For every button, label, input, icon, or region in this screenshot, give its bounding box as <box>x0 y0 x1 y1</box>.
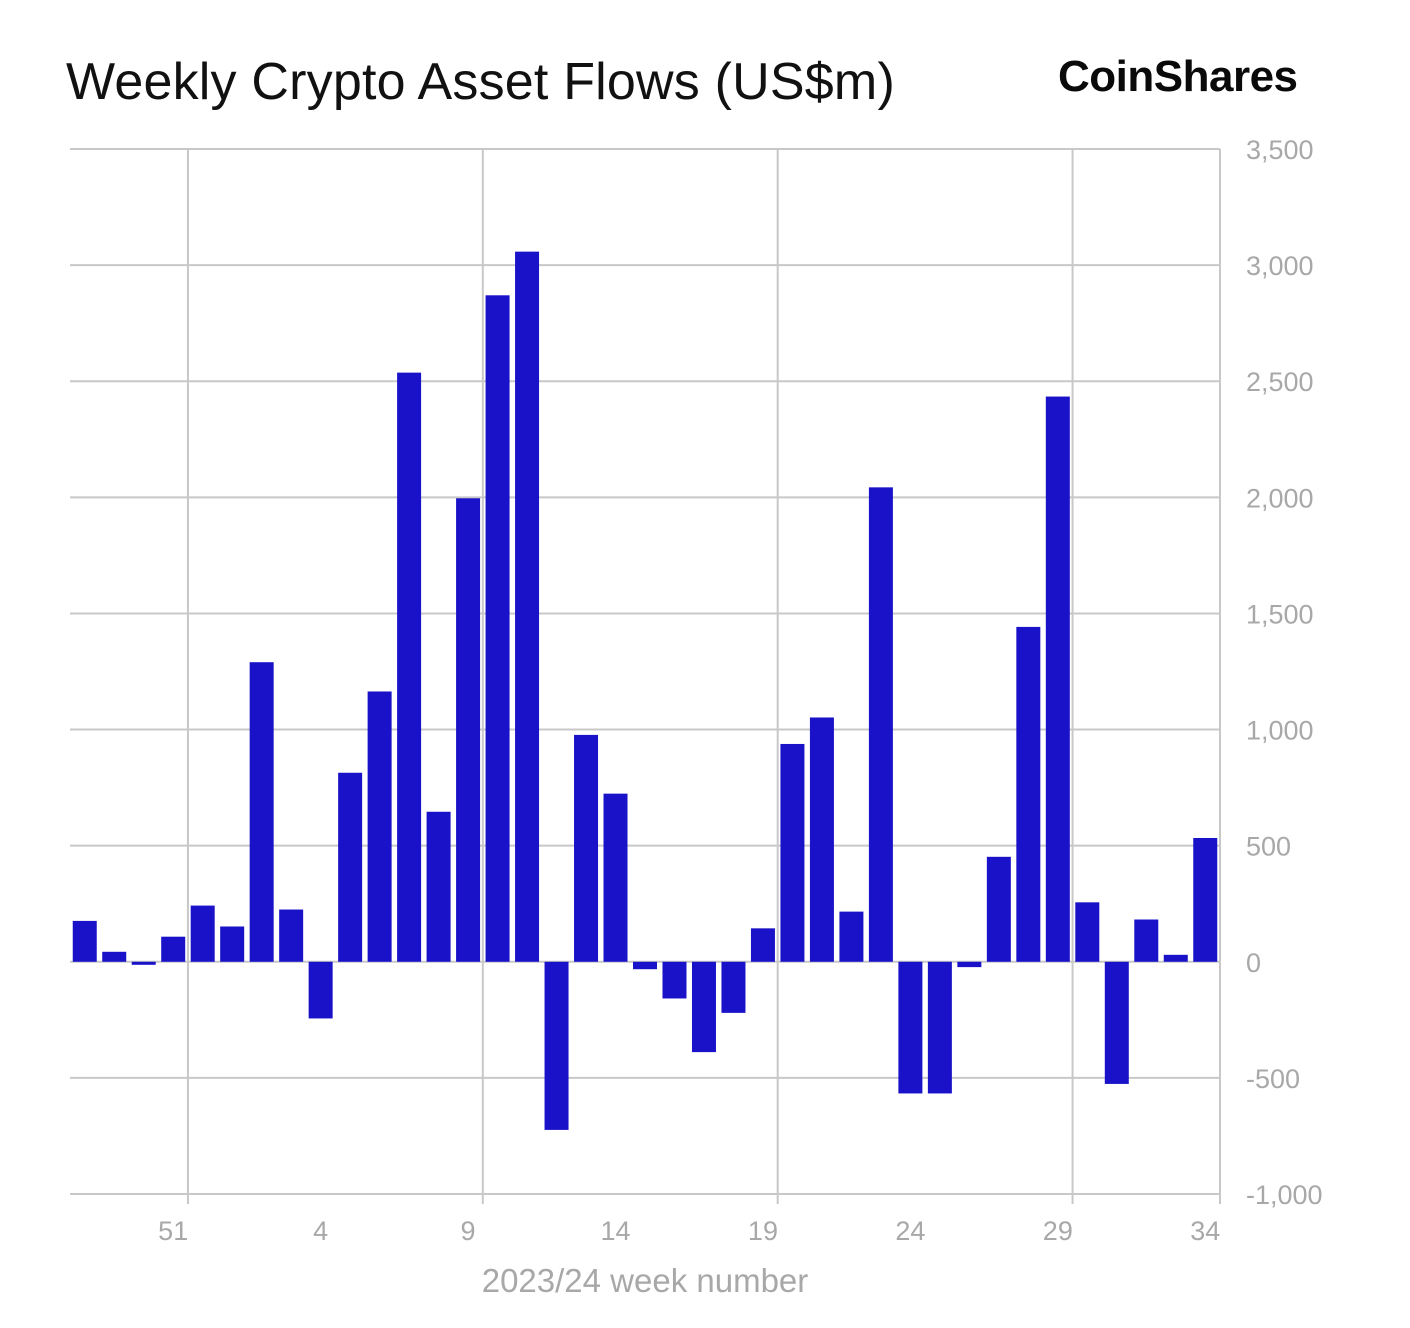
chart-title: Weekly Crypto Asset Flows (US$m) <box>66 53 895 111</box>
bar-week-33 <box>1163 954 1188 962</box>
bar-week-6 <box>367 691 392 962</box>
bars <box>72 251 1218 1130</box>
bar-week-4 <box>308 961 333 1019</box>
coinshares-logo: CoinShares <box>1058 52 1298 101</box>
y-tick-label: -1,000 <box>1246 1180 1323 1210</box>
bar-week-15 <box>633 961 657 970</box>
y-tick-label: 0 <box>1246 948 1261 978</box>
bar-week-51 <box>161 936 186 962</box>
bar-week-24 <box>898 961 923 1094</box>
bar-week-50 <box>131 961 156 965</box>
bar-week-28 <box>1016 626 1041 962</box>
bar-week-31 <box>1104 961 1129 1084</box>
x-tick-label: 14 <box>600 1216 630 1246</box>
x-tick-label: 29 <box>1043 1216 1073 1246</box>
bar-week-20 <box>780 743 805 962</box>
x-tick-label: 19 <box>748 1216 778 1246</box>
bar-week-19 <box>750 928 775 962</box>
y-tick-label: 500 <box>1246 832 1291 862</box>
bar-week-17 <box>691 961 716 1053</box>
bar-week-14 <box>603 793 628 962</box>
bar-week-48 <box>72 920 97 962</box>
bar-week-21 <box>809 717 834 962</box>
x-tick-label: 34 <box>1190 1216 1220 1246</box>
bar-week-25 <box>927 961 952 1094</box>
bar-week-8 <box>426 811 451 962</box>
y-axis-ticks: 3,500 3,000 2,500 2,000 1,500 1,000 500 0 -500 -1… <box>1246 135 1323 1210</box>
bar-week-49 <box>102 951 127 962</box>
bar-week-34 <box>1193 838 1218 962</box>
bar-week-29 <box>1045 396 1070 962</box>
y-tick-label: 3,000 <box>1246 251 1314 281</box>
y-tick-label: 2,000 <box>1246 483 1314 513</box>
bar-week-22 <box>839 911 864 962</box>
x-tick-label: 9 <box>461 1216 476 1246</box>
axes <box>70 149 1221 1204</box>
bar-week-12 <box>544 961 569 1130</box>
bar-week-3 <box>279 909 304 962</box>
bar-week-10 <box>485 295 510 962</box>
x-tick-label: 4 <box>313 1216 328 1246</box>
x-axis-ticks: 51 4 9 14 19 24 29 34 <box>158 1216 1220 1246</box>
y-tick-label: 3,500 <box>1246 135 1314 165</box>
bar-week-11 <box>515 251 540 962</box>
x-axis-label: 2023/24 week number <box>482 1262 809 1299</box>
bar-week-52 <box>190 905 215 962</box>
y-tick-label: 1,000 <box>1246 716 1314 746</box>
y-tick-label: 1,500 <box>1246 599 1314 629</box>
bar-week-5 <box>338 772 363 962</box>
bar-week-16 <box>662 961 687 999</box>
bar-week-26 <box>957 961 982 968</box>
bar-week-1 <box>220 926 245 962</box>
bar-week-13 <box>574 734 599 962</box>
y-tick-label: 2,500 <box>1246 367 1314 397</box>
bar-week-23 <box>868 487 893 962</box>
x-tick-label: 24 <box>895 1216 925 1246</box>
bar-week-7 <box>397 372 422 962</box>
y-tick-label: -500 <box>1246 1064 1300 1094</box>
bar-week-32 <box>1134 919 1159 962</box>
bar-week-2 <box>249 662 274 962</box>
bar-week-27 <box>986 856 1011 962</box>
bar-week-18 <box>721 961 746 1013</box>
bar-week-9 <box>456 498 481 962</box>
x-tick-label: 51 <box>158 1216 188 1246</box>
bar-week-30 <box>1075 902 1100 962</box>
